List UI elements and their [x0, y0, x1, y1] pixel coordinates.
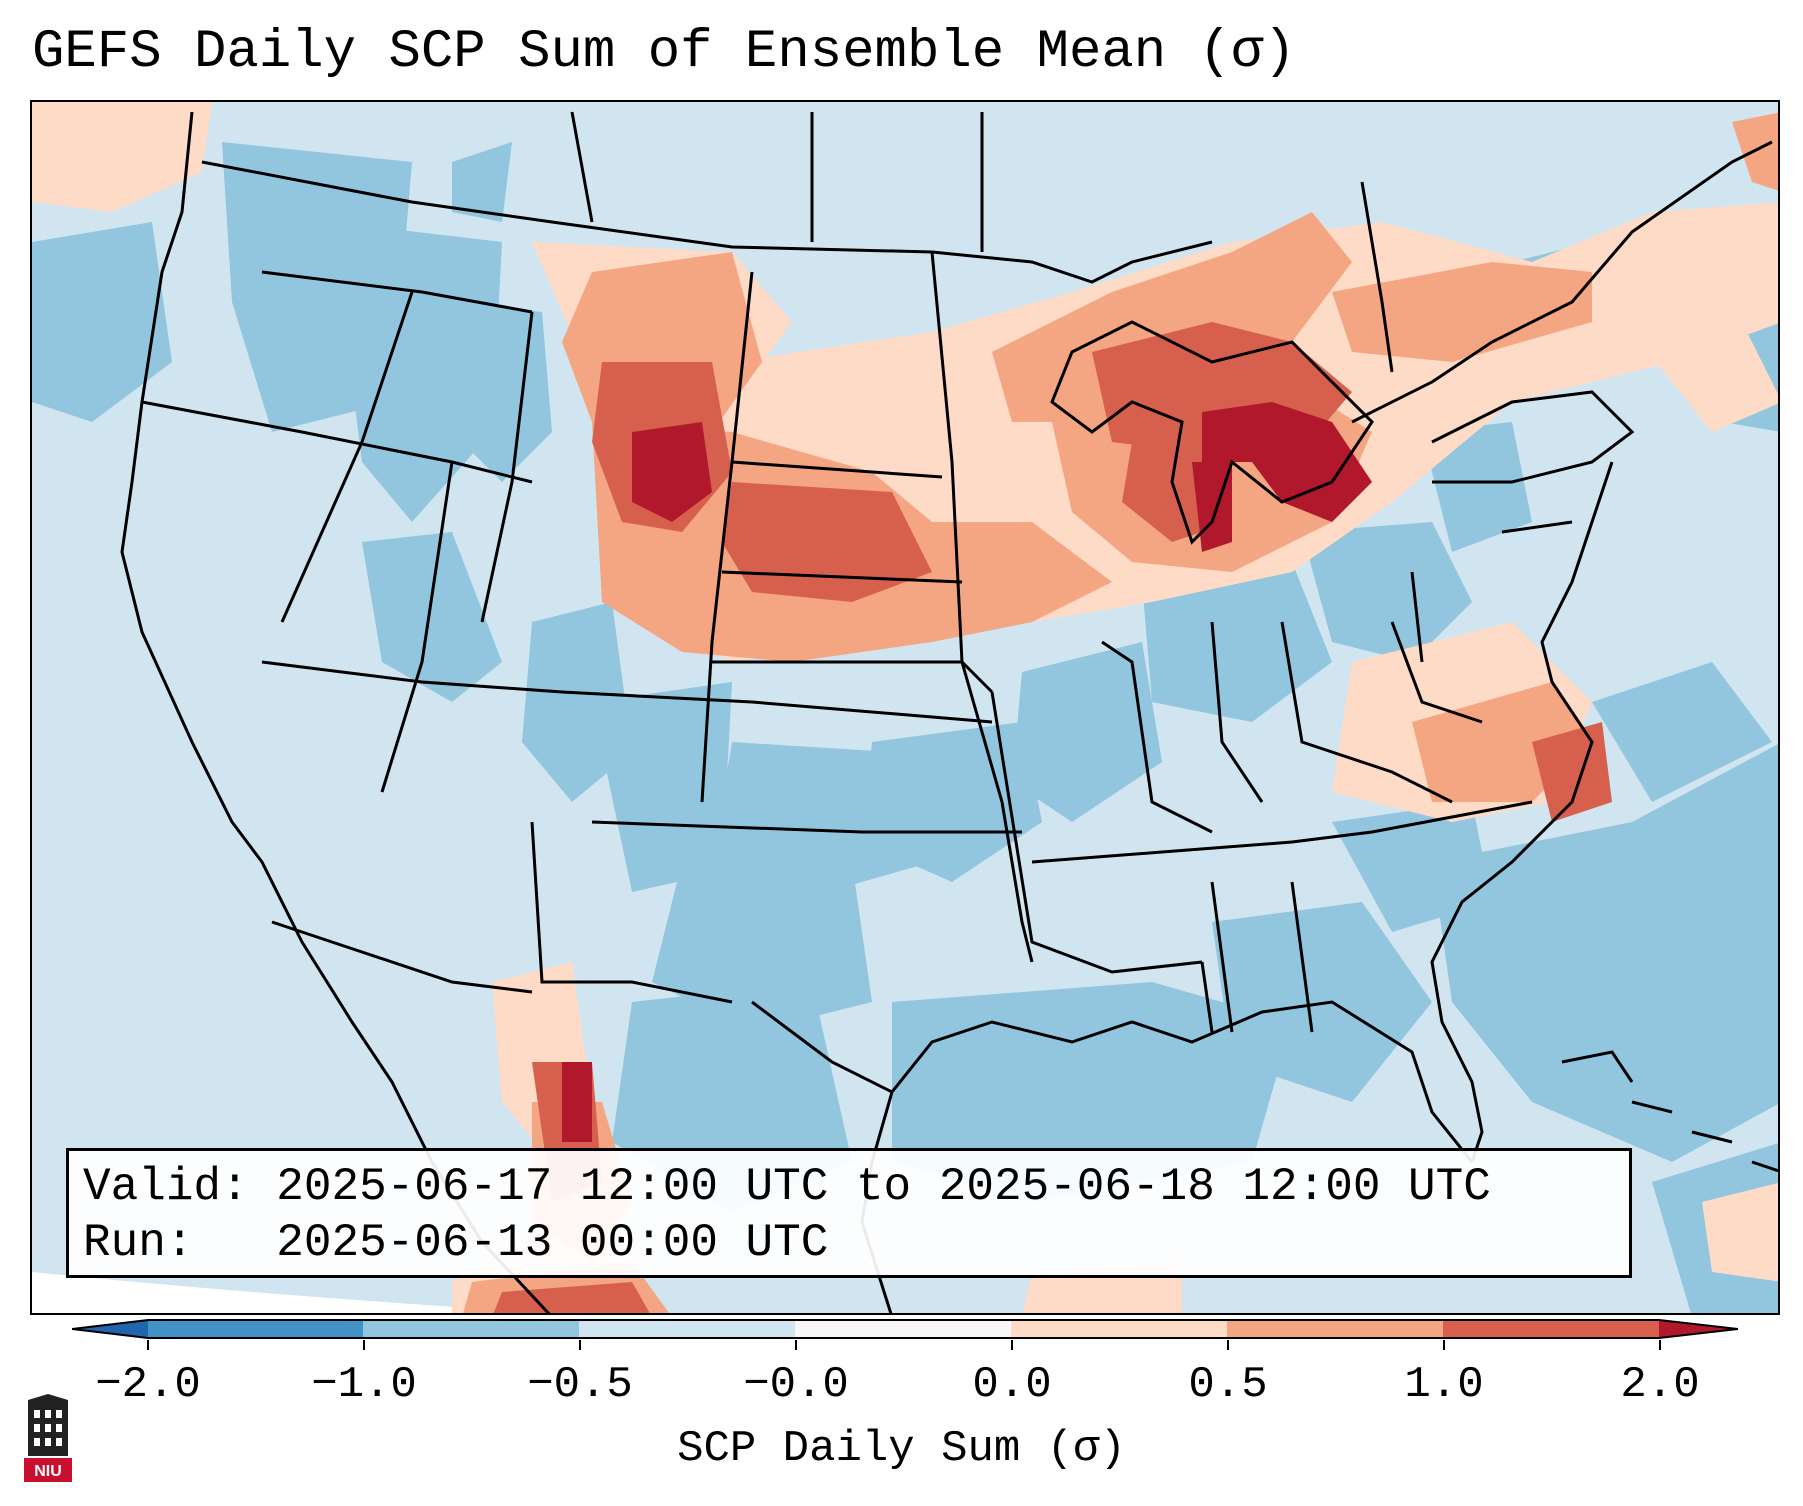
colorbar-tick-label: −0.5	[527, 1360, 633, 1410]
colorbar-tick-label: −1.0	[311, 1360, 417, 1410]
colorbar-tick-label: 1.0	[1404, 1360, 1484, 1410]
colorbar-tick-mark	[795, 1340, 797, 1350]
colorbar-tick-mark	[579, 1340, 581, 1350]
colorbar-segment-2	[363, 1320, 579, 1338]
max-positive-areas	[562, 402, 1372, 1142]
colorbar-tick-label: 0.0	[972, 1360, 1052, 1410]
map-svg	[32, 102, 1778, 1313]
colorbar-segment-3	[579, 1320, 795, 1338]
colorbar-segment-1	[148, 1320, 363, 1338]
valid-label: Valid:	[83, 1161, 249, 1213]
colorbar-tick-mark	[1443, 1340, 1445, 1350]
colorbar-tick-label: −0.0	[743, 1360, 849, 1410]
colorbar-tick-mark	[147, 1340, 149, 1350]
run-value: 2025-06-13 00:00 UTC	[276, 1217, 829, 1269]
caribbean-islands	[1561, 1050, 1778, 1173]
colorbar-tick-mark	[363, 1340, 365, 1350]
valid-run-info-box: Valid: 2025-06-17 12:00 UTC to 2025-06-1…	[66, 1148, 1632, 1278]
colorbar-extend-low	[72, 1320, 148, 1338]
strong-positive-areas	[493, 322, 1612, 1313]
colorbar-outline	[72, 1319, 1738, 1339]
map-panel	[30, 100, 1780, 1315]
chart-title: GEFS Daily SCP Sum of Ensemble Mean (σ)	[32, 22, 1296, 83]
colorbar-extend-high	[1659, 1320, 1738, 1338]
logo-text: NIU	[34, 1463, 62, 1480]
colorbar-segment-5	[1011, 1320, 1227, 1338]
colorbar-tick-mark	[1011, 1340, 1013, 1350]
colorbar-tick-label: −2.0	[95, 1360, 201, 1410]
niu-logo: NIU	[24, 1394, 72, 1482]
projection-edge	[32, 1272, 557, 1313]
logo-badge	[24, 1458, 72, 1482]
colorbar-axis-label: SCP Daily Sum (σ)	[677, 1424, 1126, 1474]
colorbar	[72, 1319, 1738, 1339]
valid-value: 2025-06-17 12:00 UTC to 2025-06-18 12:00…	[276, 1161, 1491, 1213]
colorbar-segment-4	[795, 1320, 1011, 1338]
colorbar-tick-label: 2.0	[1620, 1360, 1700, 1410]
colorbar-tick-mark	[1227, 1340, 1229, 1350]
state-borders	[120, 111, 1773, 1313]
colorbar-segment-6	[1227, 1320, 1443, 1338]
colorbar-tick-label: 0.5	[1188, 1360, 1268, 1410]
run-label: Run:	[83, 1217, 194, 1269]
colorbar-segment-7	[1443, 1320, 1659, 1338]
colorbar-tick-mark	[1659, 1340, 1661, 1350]
